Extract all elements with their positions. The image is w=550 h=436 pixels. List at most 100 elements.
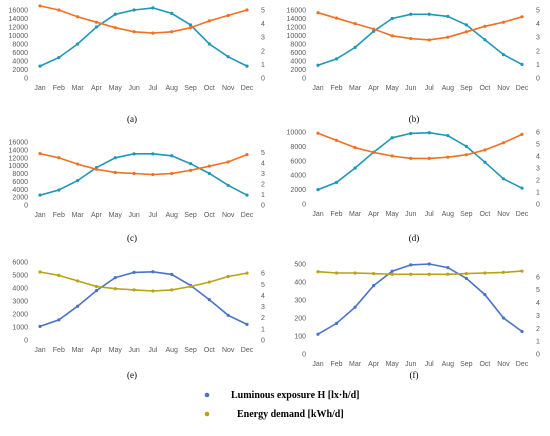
- left-tick-label: 10000: [287, 33, 307, 40]
- data-point: [316, 332, 320, 336]
- legend-marker: [204, 411, 210, 417]
- data-point: [245, 64, 249, 68]
- right-tick-label: 6: [261, 271, 265, 278]
- category-label: Jun: [128, 347, 139, 354]
- data-point: [76, 178, 80, 183]
- data-point: [316, 11, 320, 15]
- data-point: [113, 26, 117, 30]
- left-tick-label: 0: [302, 202, 306, 209]
- data-point: [316, 63, 320, 67]
- left-tick-label: 0: [24, 338, 28, 345]
- data-point: [207, 171, 211, 176]
- data-point: [334, 271, 339, 275]
- category-label: Mar: [72, 347, 85, 354]
- right-tick-label: 5: [536, 8, 540, 15]
- data-point: [151, 172, 155, 177]
- category-label: Sep: [184, 85, 197, 92]
- data-point: [446, 266, 450, 270]
- category-label: Jan: [312, 211, 323, 218]
- right-tick-label: 0: [536, 202, 540, 209]
- data-point: [226, 13, 230, 18]
- right-tick-label: 5: [261, 8, 265, 15]
- category-label: Aug: [442, 85, 455, 92]
- data-point: [483, 24, 487, 28]
- data-point: [94, 289, 99, 293]
- data-point: [151, 152, 155, 156]
- category-label: Sep: [460, 361, 473, 368]
- category-label: Nov: [222, 212, 235, 219]
- category-label: Nov: [497, 85, 510, 92]
- category-label: Dec: [516, 361, 529, 368]
- category-label: Feb: [53, 212, 65, 219]
- data-point: [520, 62, 524, 66]
- panel-label: (b): [409, 114, 420, 124]
- right-tick-label: 4: [261, 21, 265, 28]
- legend-label: Energy demand [kWh/d]: [237, 409, 344, 420]
- data-point: [501, 53, 506, 57]
- left-tick-label: 16000: [9, 8, 29, 15]
- data-point: [207, 164, 211, 168]
- left-tick-label: 2000: [12, 312, 28, 319]
- left-tick-label: 3000: [12, 299, 28, 306]
- panel-5: 0 100 200 300 400 500 0 1 2 3 4 5 6 Jan Feb Mar Apr May Ju…: [294, 262, 540, 381]
- category-label: May: [386, 361, 400, 368]
- right-tick-label: 0: [536, 352, 540, 359]
- data-point: [132, 270, 136, 274]
- category-label: Jun: [405, 85, 416, 92]
- data-point: [188, 23, 193, 27]
- left-tick-label: 0: [302, 76, 306, 83]
- data-point: [483, 160, 487, 164]
- series-line-left: [39, 153, 248, 196]
- panel-label: (e): [127, 370, 137, 380]
- category-label: Dec: [516, 211, 529, 218]
- right-tick-label: 4: [536, 21, 540, 28]
- left-tick-label: 400: [294, 280, 306, 287]
- category-label: Apr: [91, 212, 103, 219]
- data-point: [188, 26, 193, 30]
- data-point: [57, 188, 61, 192]
- data-point: [132, 8, 136, 12]
- data-point: [170, 30, 174, 34]
- left-tick-label: 14000: [9, 147, 29, 154]
- data-point: [38, 4, 42, 8]
- right-tick-label: 0: [261, 76, 265, 83]
- right-tick-label: 6: [536, 274, 540, 281]
- right-tick-label: 2: [261, 182, 265, 189]
- data-point: [483, 38, 487, 42]
- category-label: Nov: [497, 361, 510, 368]
- right-tick-label: 1: [261, 192, 265, 199]
- category-label: Jan: [34, 85, 45, 92]
- data-point: [409, 131, 413, 136]
- data-point: [94, 167, 99, 171]
- data-point: [409, 263, 413, 267]
- category-label: Jun: [405, 211, 416, 218]
- category-label: May: [109, 85, 123, 92]
- data-point: [520, 132, 524, 136]
- category-label: Aug: [165, 212, 178, 219]
- data-point: [464, 23, 468, 27]
- data-point: [170, 171, 174, 176]
- left-tick-label: 500: [294, 262, 306, 269]
- left-tick-label: 0: [24, 203, 28, 210]
- left-tick-label: 12000: [9, 155, 29, 162]
- right-tick-label: 3: [261, 35, 265, 42]
- left-tick-label: 14000: [9, 16, 29, 23]
- category-label: Dec: [516, 85, 529, 92]
- data-point: [464, 272, 468, 276]
- category-label: Jul: [425, 85, 434, 92]
- data-point: [226, 55, 230, 59]
- legend: Luminous exposure H [lx·h/d] Energy deman…: [204, 390, 359, 420]
- right-tick-label: 3: [536, 313, 540, 320]
- data-point: [372, 29, 376, 33]
- left-tick-label: 4000: [290, 59, 306, 66]
- right-tick-label: 4: [536, 154, 540, 161]
- data-point: [334, 321, 339, 325]
- data-point: [245, 153, 249, 157]
- category-label: Jan: [312, 361, 323, 368]
- category-label: Nov: [222, 347, 235, 354]
- category-label: Jan: [34, 212, 45, 219]
- left-tick-label: 6000: [12, 179, 28, 186]
- data-point: [57, 273, 61, 277]
- data-point: [113, 287, 117, 291]
